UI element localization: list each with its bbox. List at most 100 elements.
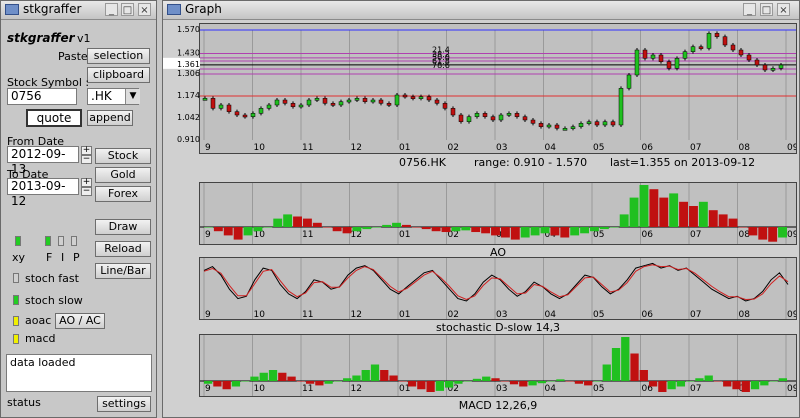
stoch-fast-toggle[interactable] — [13, 273, 19, 283]
price-candle — [594, 121, 600, 126]
price-candle — [442, 103, 448, 109]
macd-bar — [352, 375, 361, 381]
price-candle — [754, 59, 760, 66]
price-candle — [578, 123, 584, 127]
ao-bar — [471, 227, 481, 233]
price-candle — [450, 108, 456, 116]
stoch-chart: 9 10 11 12 01 02 03 04 05 06 07 08 09 — [203, 258, 796, 319]
reload-button[interactable]: Reload — [95, 241, 151, 257]
ao-bar — [401, 224, 411, 227]
xy-label: xy — [12, 251, 26, 264]
price-candle — [290, 103, 296, 107]
f-toggle[interactable] — [45, 236, 51, 246]
macd-bar — [732, 381, 741, 390]
quote-button[interactable]: quote — [26, 109, 82, 127]
price-candle — [218, 104, 224, 109]
xy-toggle[interactable] — [15, 236, 21, 246]
minimize-icon[interactable]: _ — [105, 3, 118, 16]
price-candle — [658, 54, 664, 62]
to-date-input[interactable]: 2013-09-12 — [7, 178, 79, 208]
graph-close-icon[interactable]: × — [777, 3, 790, 16]
graph-titlebar[interactable]: Graph _ □ × — [163, 1, 799, 20]
f-label: F — [46, 251, 53, 264]
month-tick-label: 12 — [351, 230, 362, 240]
linebar-button[interactable]: Line/Bar — [95, 263, 151, 279]
symbol-input[interactable]: 0756 — [7, 88, 77, 105]
ao-bar — [560, 227, 570, 238]
month-tick-label: 07 — [690, 384, 701, 394]
macd-bar — [268, 370, 278, 381]
ao-bar — [580, 227, 590, 234]
macd-bar — [222, 381, 231, 390]
macd-bar — [398, 381, 407, 382]
forex-button[interactable]: Forex — [95, 186, 151, 202]
aoac-button[interactable]: AO / AC — [55, 313, 105, 329]
ao-bar — [570, 227, 580, 236]
append-button[interactable]: append — [87, 110, 133, 126]
price-candle — [522, 116, 528, 121]
ao-bar — [778, 227, 787, 238]
price-candle — [354, 98, 360, 101]
clipboard-button[interactable]: clipboard — [87, 67, 150, 83]
macd-bar — [287, 376, 296, 381]
close-icon[interactable]: × — [138, 3, 151, 16]
i-toggle[interactable] — [58, 236, 64, 246]
month-tick-label: 01 — [399, 230, 410, 240]
selection-button[interactable]: selection — [87, 48, 150, 64]
maximize-icon[interactable]: □ — [121, 3, 134, 16]
ao-bar — [629, 197, 639, 227]
graph-maximize-icon[interactable]: □ — [760, 3, 773, 16]
to-date-increment[interactable]: + — [81, 177, 92, 187]
macd-bar — [324, 381, 333, 384]
to-date-decrement[interactable]: − — [81, 186, 92, 196]
from-date-decrement[interactable]: − — [81, 154, 92, 164]
macd-bar — [361, 370, 370, 381]
ao-bar — [421, 227, 431, 230]
chevron-down-icon[interactable]: ▼ — [125, 89, 140, 104]
price-candle — [722, 36, 728, 46]
left-titlebar[interactable]: stkgraffer _ □ × — [1, 1, 156, 20]
macd-bar — [389, 375, 398, 381]
price-candle — [426, 96, 432, 101]
month-tick-label: 12 — [351, 310, 362, 319]
draw-button[interactable]: Draw — [95, 219, 151, 235]
price-candle — [362, 98, 368, 102]
price-candle — [602, 121, 608, 126]
p-toggle[interactable] — [71, 236, 77, 246]
month-tick-label: 01 — [399, 143, 410, 153]
ao-bar — [213, 227, 223, 232]
macd-bar — [278, 372, 287, 381]
month-tick-label: 9 — [205, 143, 211, 153]
price-candle — [402, 94, 408, 98]
month-tick-label: 09 — [787, 230, 796, 240]
macd-bar — [778, 378, 787, 381]
macd-toggle[interactable] — [13, 334, 19, 344]
stock-button[interactable]: Stock — [95, 148, 151, 164]
settings-button[interactable]: settings — [97, 396, 151, 412]
price-candle — [482, 113, 488, 117]
month-tick-label: 06 — [642, 310, 654, 319]
gold-button[interactable]: Gold — [95, 167, 151, 183]
ao-bar — [639, 185, 649, 227]
macd-bar — [333, 381, 343, 382]
month-tick-label: 02 — [448, 143, 459, 153]
price-candle — [570, 126, 576, 129]
ao-bar — [322, 227, 332, 228]
aoac-toggle[interactable] — [13, 316, 19, 326]
from-date-increment[interactable]: + — [81, 145, 92, 155]
month-tick-label: 08 — [739, 143, 751, 153]
macd-bar — [695, 378, 704, 381]
macd-bar — [584, 381, 593, 386]
price-axis-label: 1.042 — [177, 113, 200, 122]
graph-minimize-icon[interactable]: _ — [743, 3, 756, 16]
stoch-slow-toggle[interactable] — [13, 295, 19, 305]
from-date-input[interactable]: 2012-09-13 — [7, 146, 79, 176]
ao-bar — [590, 227, 599, 232]
ao-bar — [263, 227, 273, 228]
macd-bar — [305, 381, 315, 384]
month-tick-label: 09 — [787, 143, 796, 153]
price-candle — [762, 64, 768, 71]
